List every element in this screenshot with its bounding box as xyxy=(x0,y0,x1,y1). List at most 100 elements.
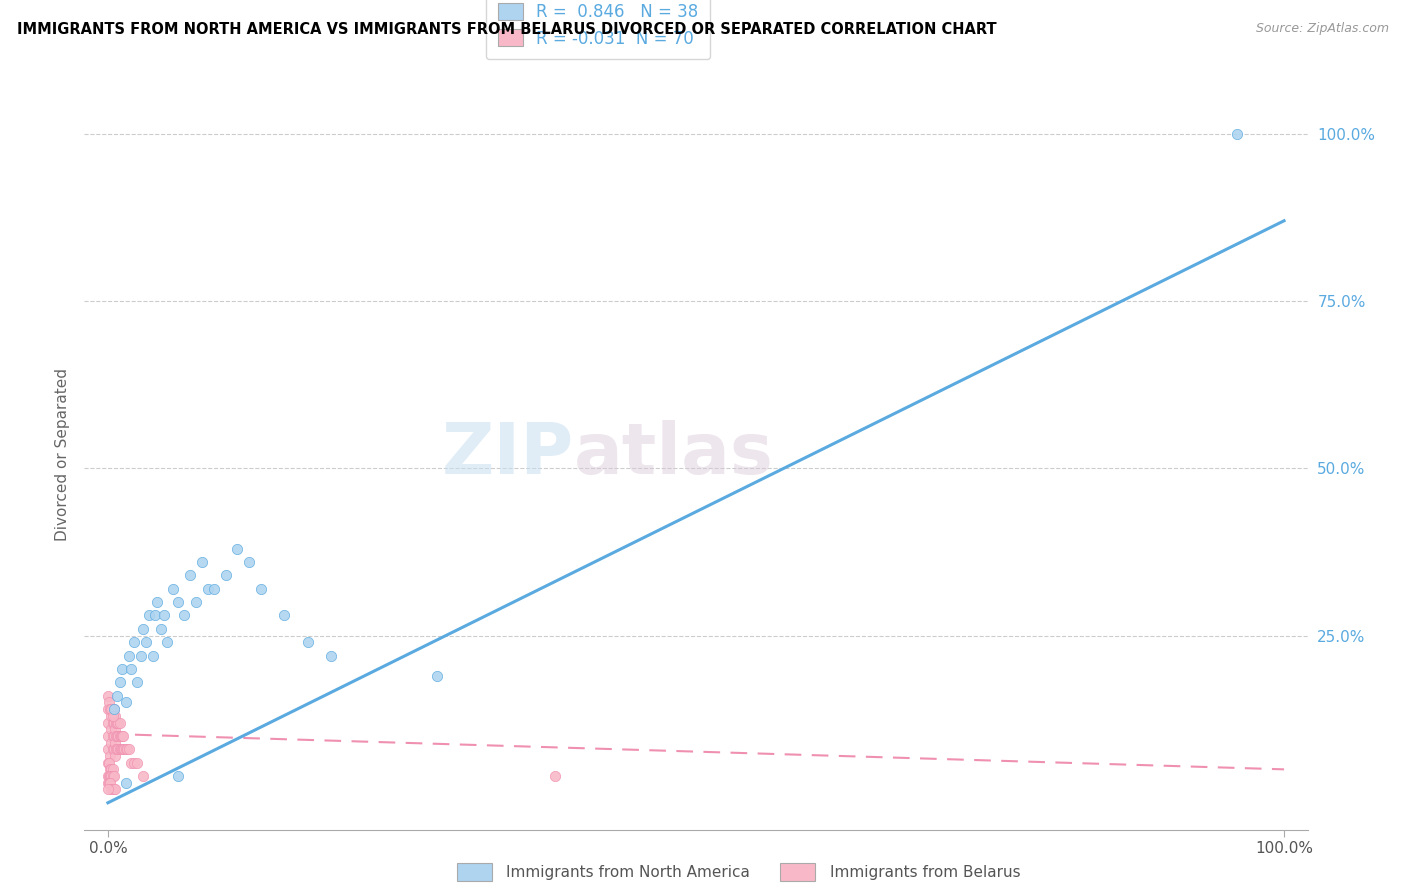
Point xyxy=(97,742,120,756)
Point xyxy=(114,696,136,710)
Point xyxy=(104,749,127,764)
Point xyxy=(112,742,135,756)
Point xyxy=(127,756,149,770)
Point xyxy=(105,715,128,730)
Point xyxy=(153,608,176,623)
Point xyxy=(97,702,120,716)
Point xyxy=(544,769,567,783)
Point xyxy=(101,729,124,743)
Point xyxy=(98,776,121,790)
Point xyxy=(138,608,160,623)
Point xyxy=(101,708,124,723)
Point xyxy=(103,782,125,797)
Point xyxy=(321,648,343,663)
Point xyxy=(108,729,131,743)
Point xyxy=(179,568,201,582)
Point xyxy=(135,635,157,649)
Point xyxy=(184,595,207,609)
Point xyxy=(107,729,129,743)
Point xyxy=(114,742,136,756)
Point xyxy=(97,689,120,703)
Point xyxy=(426,669,449,683)
Point xyxy=(107,715,129,730)
Point xyxy=(122,756,145,770)
Point xyxy=(118,742,141,756)
Point xyxy=(132,769,155,783)
Point xyxy=(129,648,152,663)
Point xyxy=(156,635,179,649)
Point xyxy=(98,702,121,716)
Point xyxy=(146,595,169,609)
Point xyxy=(226,541,249,556)
Point xyxy=(98,696,121,710)
Point xyxy=(98,776,121,790)
Point xyxy=(97,776,120,790)
Point xyxy=(111,729,134,743)
Text: Immigrants from Belarus: Immigrants from Belarus xyxy=(830,865,1021,880)
Text: ZIP: ZIP xyxy=(441,420,574,490)
Point xyxy=(120,662,142,676)
Point xyxy=(162,582,184,596)
Point xyxy=(98,749,121,764)
Text: Immigrants from North America: Immigrants from North America xyxy=(506,865,749,880)
Point xyxy=(100,723,122,737)
Point xyxy=(104,708,127,723)
Point xyxy=(115,742,138,756)
Point xyxy=(100,769,122,783)
Point xyxy=(112,742,135,756)
Point xyxy=(105,715,128,730)
Point xyxy=(120,756,142,770)
Point xyxy=(111,742,134,756)
Point xyxy=(97,769,120,783)
Point xyxy=(105,729,128,743)
Point xyxy=(104,735,127,749)
Text: IMMIGRANTS FROM NORTH AMERICA VS IMMIGRANTS FROM BELARUS DIVORCED OR SEPARATED C: IMMIGRANTS FROM NORTH AMERICA VS IMMIGRA… xyxy=(17,22,997,37)
Point xyxy=(98,762,121,776)
Point xyxy=(98,756,121,770)
Point xyxy=(167,769,190,783)
Point xyxy=(103,702,125,716)
Point xyxy=(132,622,155,636)
Text: Source: ZipAtlas.com: Source: ZipAtlas.com xyxy=(1256,22,1389,36)
Point xyxy=(122,635,145,649)
Point xyxy=(101,742,124,756)
Point xyxy=(103,769,125,783)
Legend: R =  0.846   N = 38, R = -0.031  N = 70: R = 0.846 N = 38, R = -0.031 N = 70 xyxy=(486,0,710,59)
Point xyxy=(103,715,125,730)
Point xyxy=(101,715,124,730)
Point xyxy=(108,675,131,690)
Point xyxy=(98,769,121,783)
Point xyxy=(97,729,120,743)
Point xyxy=(103,702,125,716)
Point xyxy=(97,756,120,770)
Point xyxy=(98,769,121,783)
Point xyxy=(100,702,122,716)
Text: atlas: atlas xyxy=(574,420,773,490)
Point xyxy=(104,723,127,737)
Point xyxy=(101,769,124,783)
Point xyxy=(97,782,120,797)
Point xyxy=(249,582,271,596)
Point xyxy=(105,742,128,756)
Point xyxy=(238,555,260,569)
Point xyxy=(100,708,122,723)
Y-axis label: Divorced or Separated: Divorced or Separated xyxy=(55,368,70,541)
Point xyxy=(105,689,128,703)
Point xyxy=(273,608,295,623)
Point xyxy=(191,555,214,569)
Point xyxy=(202,582,225,596)
Point xyxy=(118,648,141,663)
Point xyxy=(197,582,219,596)
Point xyxy=(143,608,166,623)
Point xyxy=(111,662,134,676)
Point xyxy=(100,762,122,776)
Point xyxy=(100,735,122,749)
Point xyxy=(214,568,236,582)
Point xyxy=(108,742,131,756)
Point xyxy=(167,595,190,609)
Point xyxy=(173,608,195,623)
Point xyxy=(107,742,129,756)
Point xyxy=(104,782,127,797)
Point xyxy=(97,715,120,730)
Point xyxy=(105,729,128,743)
